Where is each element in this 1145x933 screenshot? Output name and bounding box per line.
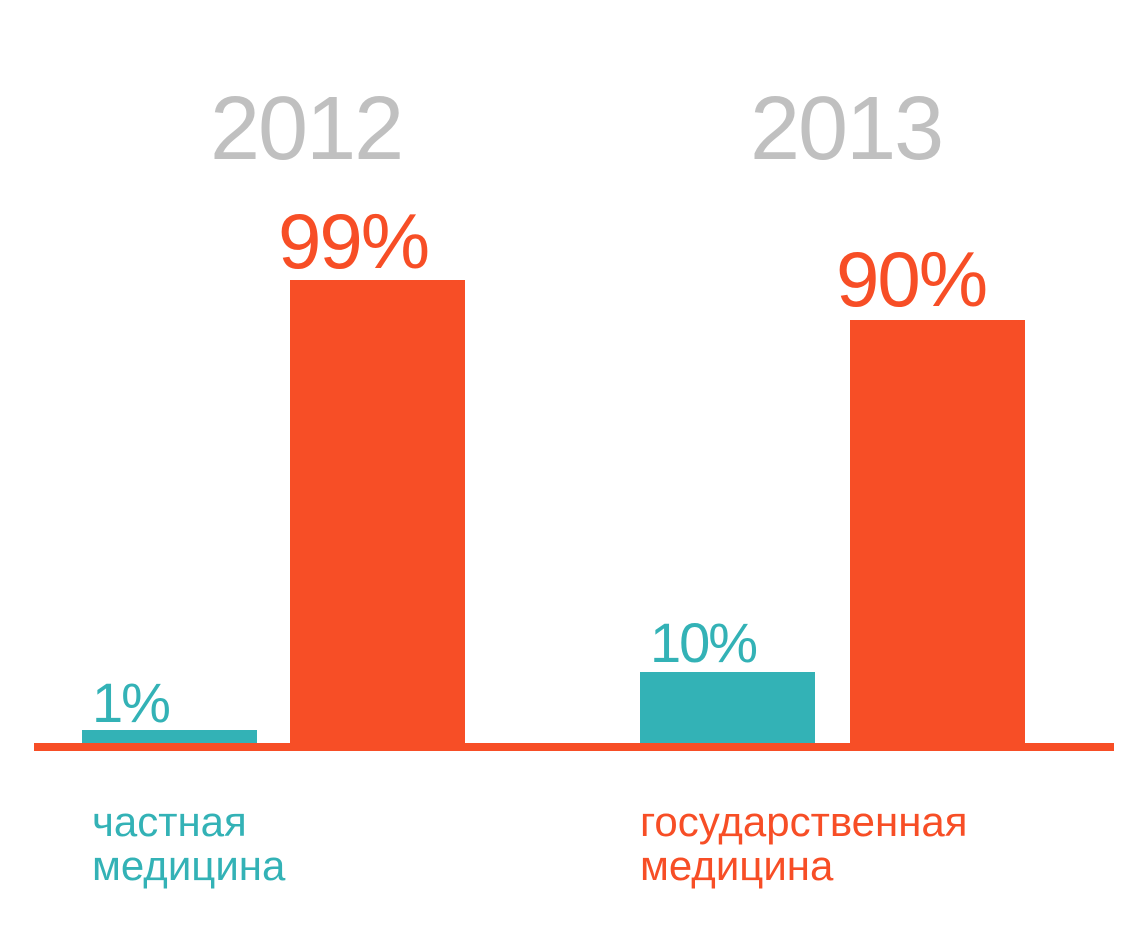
year-label-2012: 2012 [210,78,402,181]
legend-state-line1: государственная [640,798,968,845]
bar-2013-state [850,320,1025,743]
bar-2013-private [640,672,815,743]
chart-container: 2012 2013 1% 99% 10% 90% частная медицин… [0,0,1145,933]
legend-state: государственная медицина [640,800,968,888]
value-label-2013-private: 10% [650,610,756,675]
value-label-2012-state: 99% [278,196,428,287]
legend-private-line1: частная [92,798,247,845]
legend-private: частная медицина [92,800,285,888]
value-label-2012-private: 1% [92,670,169,735]
baseline [34,743,1114,751]
year-label-2013: 2013 [750,78,942,181]
bar-2012-state [290,280,465,743]
value-label-2013-state: 90% [836,234,986,325]
legend-private-line2: медицина [92,842,285,889]
legend-state-line2: медицина [640,842,833,889]
